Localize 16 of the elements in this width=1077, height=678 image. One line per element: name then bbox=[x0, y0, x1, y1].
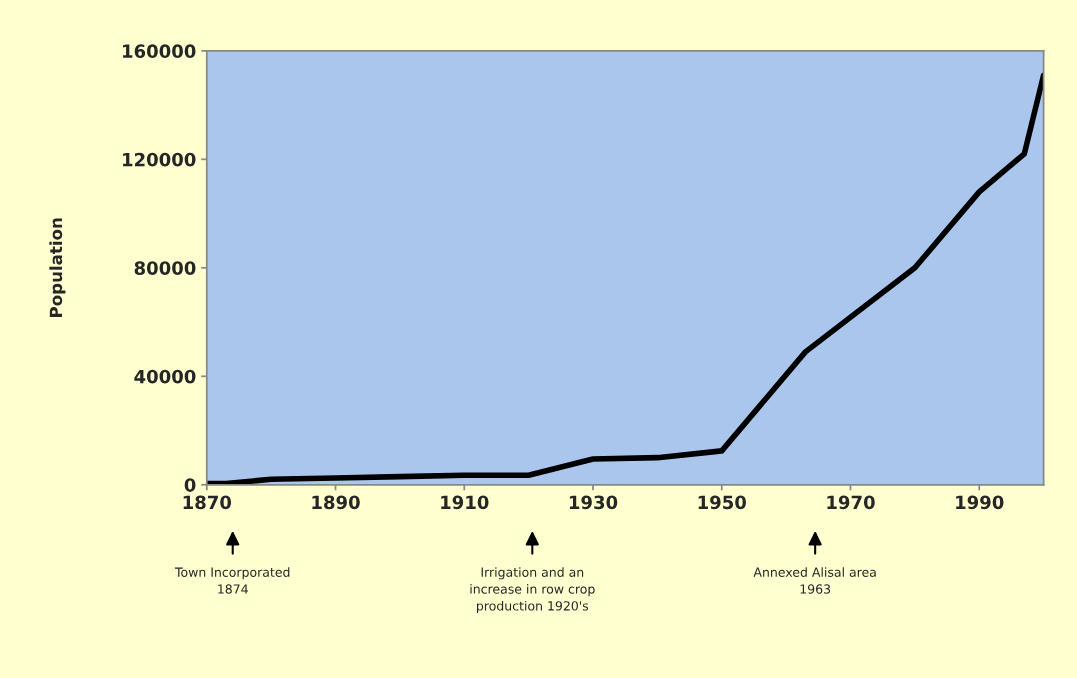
y-tick-label: 40000 bbox=[134, 369, 196, 384]
y-tick-label: 0 bbox=[184, 478, 196, 492]
x-tick-label: 1950 bbox=[698, 495, 747, 510]
x-tick-label: 1970 bbox=[827, 495, 875, 510]
y-axis-title: Population bbox=[49, 218, 66, 317]
text: Town Incorporated 1874 bbox=[174, 567, 290, 594]
text: Irrigation and an increase in row crop production 1920's bbox=[470, 567, 595, 614]
y-tick-label: 120000 bbox=[123, 152, 196, 167]
x-tick-label: 1870 bbox=[183, 495, 232, 510]
y-tick-label: 80000 bbox=[134, 261, 196, 275]
x-tick-label: 1890 bbox=[312, 495, 360, 510]
y-tick-label: 160000 bbox=[123, 44, 196, 58]
x-tick-label: 1910 bbox=[441, 495, 489, 510]
x-tick-label: 1990 bbox=[956, 495, 1004, 510]
text: Annexed Alisal area 1963 bbox=[753, 567, 876, 594]
x-tick-label: 1930 bbox=[569, 495, 618, 510]
